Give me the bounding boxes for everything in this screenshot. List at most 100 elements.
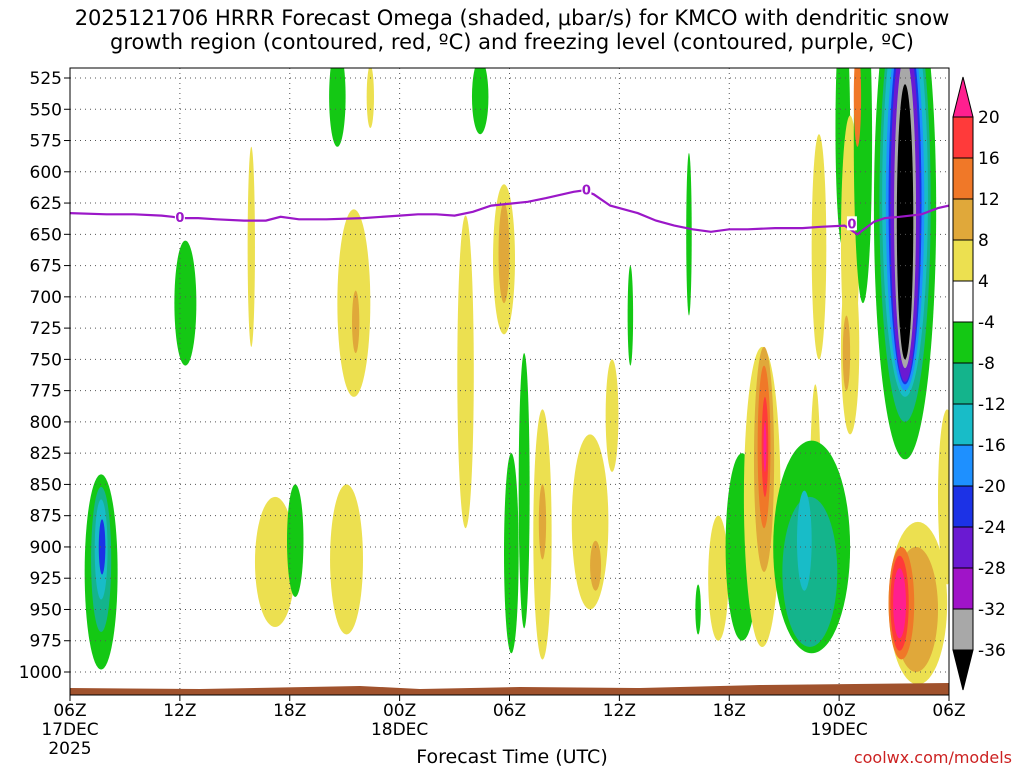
omega-region-4 bbox=[174, 240, 197, 366]
x-tick-label-0: 06Z bbox=[53, 701, 86, 721]
omega-region-12 bbox=[330, 484, 363, 635]
colorbar-segment-6 bbox=[952, 321, 974, 364]
y-tick-label-0: 525 bbox=[30, 69, 62, 89]
colorbar-segment-13 bbox=[952, 608, 974, 651]
colorbar-segment-9 bbox=[952, 444, 974, 487]
x-tick-label-8: 06Z bbox=[932, 701, 965, 721]
omega-region-17 bbox=[504, 453, 519, 654]
freezing-level-label-bg-2 bbox=[846, 216, 857, 231]
chart-title-line1: 2025121706 HRRR Forecast Omega (shaded, … bbox=[74, 6, 950, 30]
omega-region-9 bbox=[366, 68, 374, 129]
colorbar-bottom-triangle bbox=[952, 649, 974, 691]
y-tick-label-1: 550 bbox=[30, 100, 62, 120]
omega-region-5 bbox=[247, 146, 255, 347]
x-tick-label-2: 18Z bbox=[273, 701, 306, 721]
y-tick-label-15: 900 bbox=[30, 538, 62, 558]
omega-region-16 bbox=[498, 203, 510, 304]
y-tick-label-11: 800 bbox=[30, 413, 62, 433]
colorbar-top-triangle bbox=[952, 76, 974, 118]
omega-region-11 bbox=[352, 290, 360, 354]
omega-region-37 bbox=[797, 490, 812, 591]
omega-region-27 bbox=[695, 584, 701, 635]
omega-region-13 bbox=[457, 215, 474, 529]
chart-title-line2: growth region (contoured, red, ºC) and f… bbox=[110, 30, 914, 54]
omega-region-7 bbox=[287, 484, 304, 597]
colorbar-label-4: 4 bbox=[978, 272, 989, 292]
x-tick-label-7: 00Z bbox=[822, 701, 855, 721]
colorbar-label-0: 20 bbox=[978, 108, 1000, 128]
omega-region-14 bbox=[471, 68, 489, 135]
y-tick-label-8: 725 bbox=[30, 319, 62, 339]
colorbar-segment-7 bbox=[952, 362, 974, 405]
omega-region-21 bbox=[571, 434, 609, 610]
omega-region-38 bbox=[811, 134, 827, 360]
y-axis: 525 550 575 600 625 650 675 700 725 750 775 800 825 8… bbox=[19, 69, 70, 683]
colorbar-segment-1 bbox=[952, 116, 974, 159]
colorbar-label-5: -4 bbox=[978, 313, 995, 333]
x-tick-label-6: 18Z bbox=[713, 701, 746, 721]
y-tick-label-4: 625 bbox=[30, 194, 62, 214]
y-tick-label-17: 950 bbox=[30, 600, 62, 620]
colorbar-segment-3 bbox=[952, 198, 974, 241]
omega-region-33 bbox=[763, 421, 767, 472]
y-tick-label-16: 925 bbox=[30, 569, 62, 589]
x-tick-label-3: 00Z bbox=[383, 701, 416, 721]
colorbar-label-3: 8 bbox=[978, 231, 989, 251]
y-tick-label-18: 975 bbox=[30, 632, 62, 652]
colorbar-label-1: 16 bbox=[978, 149, 1000, 169]
colorbar-label-6: -8 bbox=[978, 354, 995, 374]
y-tick-label-3: 600 bbox=[30, 163, 62, 183]
x-tick-date-3: 18DEC bbox=[371, 720, 428, 740]
y-tick-label-5: 650 bbox=[30, 225, 62, 245]
colorbar-label-7: -12 bbox=[978, 395, 1006, 415]
omega-region-57 bbox=[893, 568, 906, 639]
x-tick-date-0: 17DEC bbox=[41, 720, 98, 740]
omega-region-6 bbox=[254, 496, 296, 627]
y-tick-label-6: 675 bbox=[30, 257, 62, 277]
colorbar-segment-5 bbox=[952, 280, 974, 323]
x-tick-label-1: 12Z bbox=[163, 701, 196, 721]
colorbar-segment-2 bbox=[952, 157, 974, 200]
y-tick-label-13: 850 bbox=[30, 475, 62, 495]
colorbar-label-12: -32 bbox=[978, 600, 1006, 620]
omega-region-20 bbox=[518, 353, 530, 629]
x-axis-title: Forecast Time (UTC) bbox=[416, 746, 608, 768]
terrain-shape bbox=[70, 683, 949, 695]
colorbar-segment-4 bbox=[952, 239, 974, 282]
colorbar-label-9: -20 bbox=[978, 477, 1006, 497]
terrain-strip bbox=[70, 683, 949, 695]
x-tick-year-0: 2025 bbox=[48, 739, 91, 759]
freezing-level-label-bg-0 bbox=[174, 210, 185, 225]
y-tick-label-12: 825 bbox=[30, 444, 62, 464]
omega-region-24 bbox=[686, 153, 692, 316]
chart-title: 2025121706 HRRR Forecast Omega (shaded, … bbox=[0, 6, 1024, 54]
x-tick-date-7: 19DEC bbox=[810, 720, 867, 740]
omega-region-42 bbox=[842, 315, 851, 391]
omega-region-44 bbox=[853, 68, 862, 147]
colorbar-label-10: -24 bbox=[978, 518, 1006, 538]
freezing-level-label-bg-1 bbox=[581, 182, 592, 197]
omega-region-8 bbox=[329, 68, 346, 147]
x-tick-label-4: 06Z bbox=[493, 701, 526, 721]
y-tick-label-10: 775 bbox=[30, 382, 62, 402]
y-tick-label-2: 575 bbox=[30, 132, 62, 152]
freezing-level-layer: 0 0 0 bbox=[70, 182, 949, 236]
credit-text: coolwx.com/models bbox=[853, 748, 1012, 767]
x-tick-label-5: 12Z bbox=[603, 701, 636, 721]
y-tick-label-7: 700 bbox=[30, 288, 62, 308]
freezing-level-line bbox=[70, 189, 949, 236]
colorbar-segment-11 bbox=[952, 526, 974, 569]
colorbar-segment-10 bbox=[952, 485, 974, 528]
omega-region-25 bbox=[605, 359, 619, 472]
colorbar: 20 16 12 8 4 -4 -8 -12 -16 -20 -24 -28 -32 -36 bbox=[952, 76, 1006, 691]
omega-shading-layer bbox=[84, 68, 949, 685]
colorbar-label-13: -36 bbox=[978, 641, 1006, 661]
omega-region-52 bbox=[896, 84, 914, 360]
omega-region-23 bbox=[627, 265, 634, 366]
omega-region-3 bbox=[98, 519, 106, 575]
omega-region-26 bbox=[708, 515, 729, 641]
colorbar-segment-12 bbox=[952, 567, 974, 610]
freezing-level-label-1: 0 bbox=[582, 184, 591, 199]
